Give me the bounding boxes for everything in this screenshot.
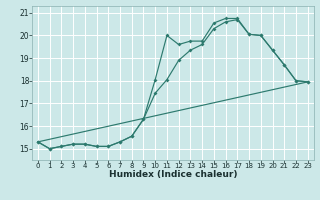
X-axis label: Humidex (Indice chaleur): Humidex (Indice chaleur) [108,170,237,179]
